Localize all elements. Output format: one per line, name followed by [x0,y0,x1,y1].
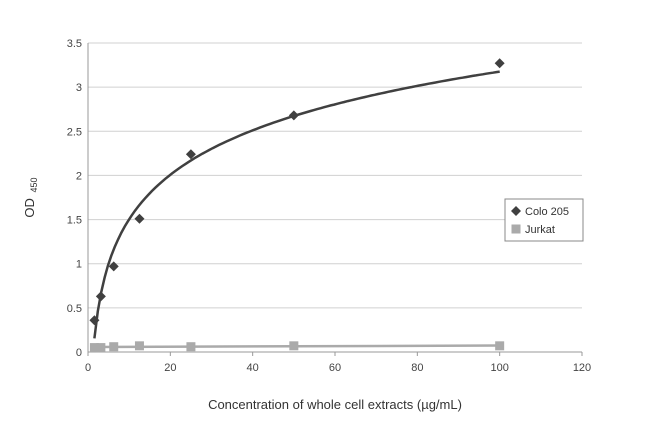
data-point-jurkat [186,342,196,352]
data-point-colo-205 [108,261,119,272]
y-tick-label: 1.5 [67,215,82,227]
data-point-jurkat [109,342,119,352]
y-tick-label: 3.5 [67,38,82,50]
y-tick-label: 2 [76,170,82,182]
data-points [89,58,505,353]
y-axis-title-main: OD [22,198,37,218]
legend-label-colo-205: Colo 205 [525,206,569,218]
x-axis-title: Concentration of whole cell extracts (µg… [208,397,462,412]
y-tick-labels: 0 0.5 1 1.5 2 2.5 3 3.5 [67,38,82,359]
data-point-jurkat [89,343,99,353]
data-point-colo-205 [494,58,505,69]
x-tick-label: 20 [164,362,176,374]
x-tick-label: 40 [247,362,259,374]
data-point-jurkat [134,341,144,351]
data-point-colo-205 [95,291,106,302]
trendline-colo-205 [93,70,500,339]
y-tick-label: 2.5 [67,126,82,138]
x-tick-label: 0 [85,362,91,374]
y-tick-label: 3 [76,82,82,94]
legend-box [504,198,584,242]
legend-marker-colo-205 [511,206,521,216]
y-axis-title-subscript: 450 [29,177,39,192]
gridlines [88,42,582,309]
data-point-jurkat [495,341,505,351]
y-tick-label: 0 [76,347,82,359]
data-point-colo-205 [185,149,196,160]
legend: Colo 205 Jurkat [504,198,584,242]
data-point-colo-205 [89,315,100,326]
y-tick-label: 0.5 [67,303,82,315]
x-tick-label: 80 [411,362,423,374]
data-point-colo-205 [134,213,145,224]
x-tick-label: 60 [329,362,341,374]
legend-marker-jurkat [511,224,521,234]
axes [87,43,582,353]
trendlines [93,70,500,349]
x-tick-labels: 0 20 40 60 80 100 120 [85,352,591,374]
data-point-colo-205 [288,110,299,121]
y-tick-label: 1 [76,259,82,271]
y-axis-title: OD 450 [22,177,39,217]
data-point-jurkat [289,341,299,351]
x-tick-label: 100 [490,362,508,374]
data-point-jurkat [96,343,106,353]
legend-label-jurkat: Jurkat [525,224,555,236]
x-tick-label: 120 [573,362,591,374]
